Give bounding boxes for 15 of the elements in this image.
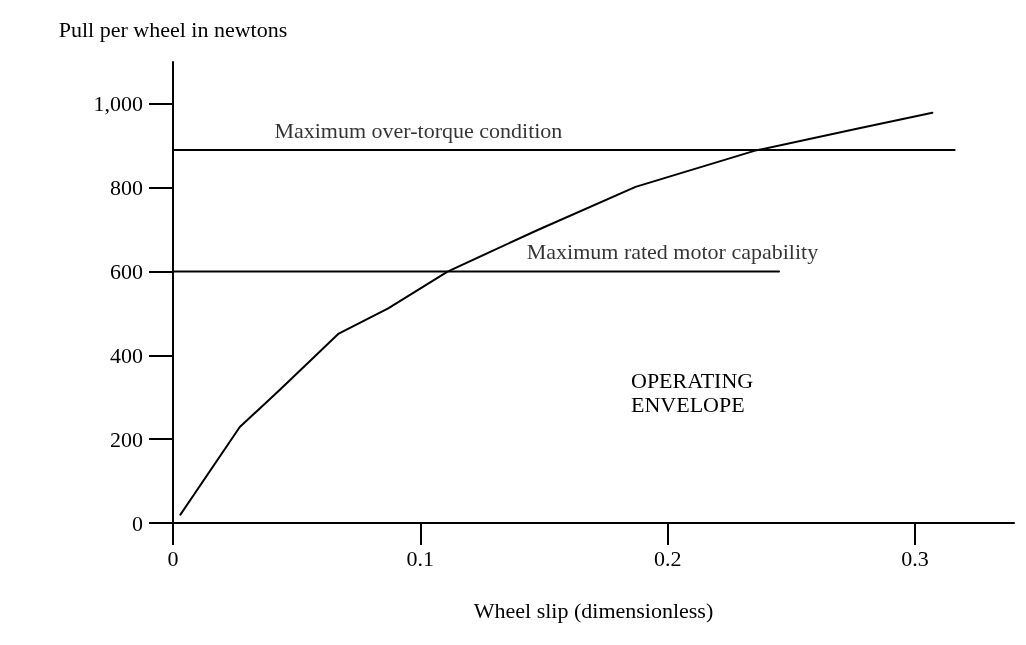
- x-axis-title: Wheel slip (dimensionless): [473, 597, 714, 623]
- y-tick-label: 1,000: [93, 91, 143, 117]
- annotation: Maximum rated motor capability: [526, 239, 819, 265]
- y-axis-title: Pull per wheel in newtons: [58, 16, 288, 42]
- x-tick-label: 0.2: [653, 545, 682, 571]
- y-tick-label: 600: [110, 259, 143, 285]
- y-tick-label: 0: [132, 510, 143, 536]
- x-tick-label: 0: [167, 545, 179, 571]
- annotation: Maximum over-torque condition: [274, 117, 563, 143]
- x-tick-label: 0.1: [406, 545, 435, 571]
- y-tick-label: 400: [110, 342, 143, 368]
- annotation: OPERATING ENVELOPE: [631, 367, 754, 417]
- y-tick-label: 200: [110, 426, 143, 452]
- y-tick-label: 800: [110, 175, 143, 201]
- x-tick-label: 0.3: [901, 545, 929, 571]
